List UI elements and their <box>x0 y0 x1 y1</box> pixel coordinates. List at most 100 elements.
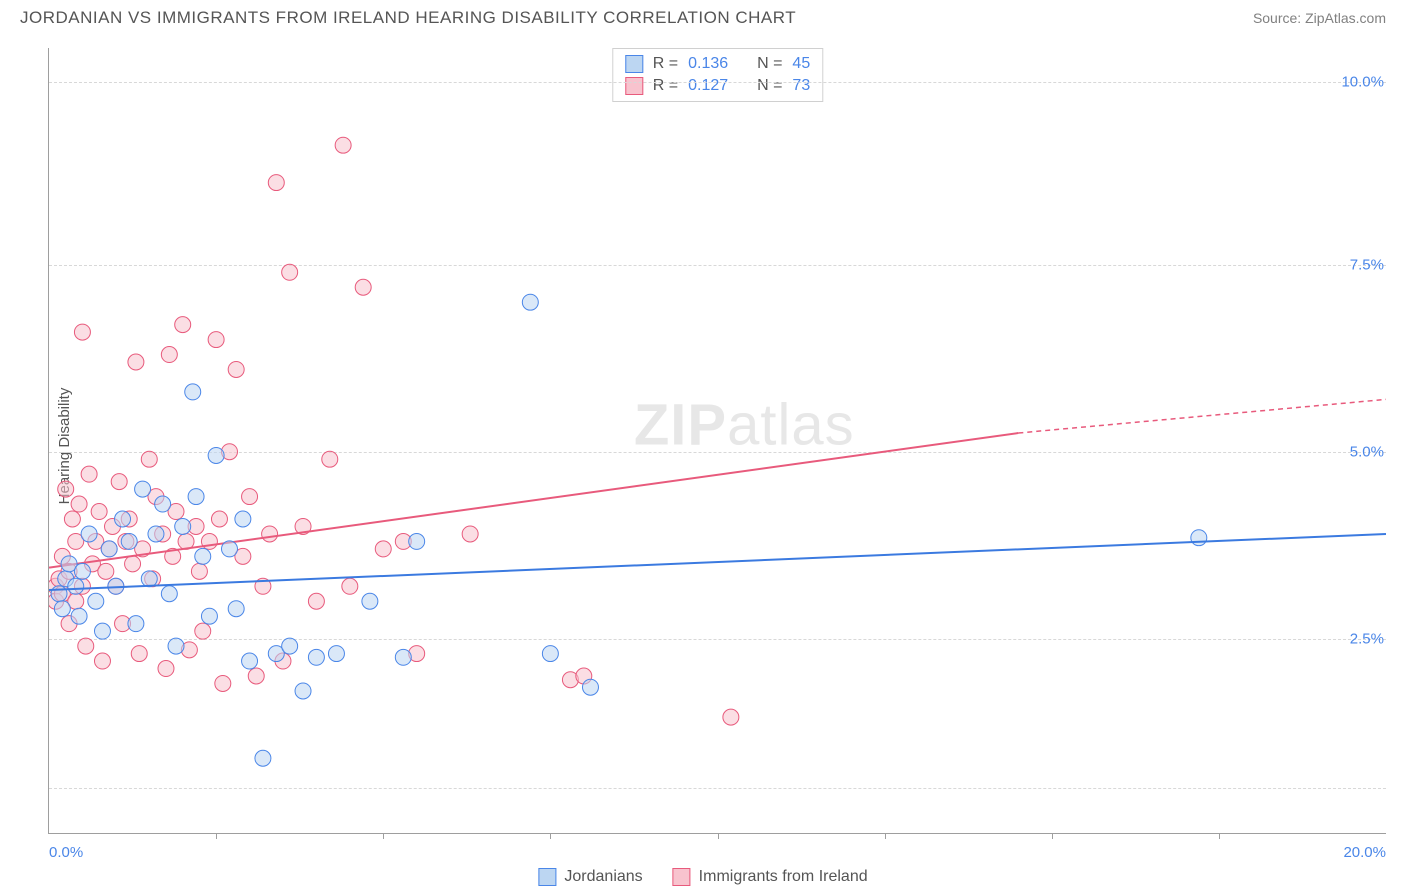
data-point <box>201 608 217 624</box>
data-point <box>131 646 147 662</box>
data-point <box>111 474 127 490</box>
data-point <box>155 496 171 512</box>
data-point <box>175 317 191 333</box>
data-point <box>335 137 351 153</box>
data-point <box>268 175 284 191</box>
data-point <box>328 646 344 662</box>
data-point <box>222 541 238 557</box>
x-tick-mark <box>216 833 217 839</box>
chart-area: ZIPatlas R = 0.136 N = 45 R = 0.127 N = … <box>48 48 1386 834</box>
data-point <box>128 616 144 632</box>
data-point <box>81 526 97 542</box>
data-point <box>91 504 107 520</box>
data-point <box>255 750 271 766</box>
x-tick-mark <box>1219 833 1220 839</box>
data-point <box>295 683 311 699</box>
data-point <box>308 649 324 665</box>
data-point <box>462 526 478 542</box>
data-point <box>68 578 84 594</box>
scatter-svg <box>49 48 1386 833</box>
data-point <box>64 511 80 527</box>
trend-line <box>49 534 1386 590</box>
legend-item-ireland: Immigrants from Ireland <box>673 868 868 886</box>
legend-label-ireland: Immigrants from Ireland <box>699 868 868 886</box>
data-point <box>54 601 70 617</box>
data-point <box>191 563 207 579</box>
data-point <box>235 511 251 527</box>
data-point <box>211 511 227 527</box>
plot-region: ZIPatlas R = 0.136 N = 45 R = 0.127 N = … <box>48 48 1386 834</box>
data-point <box>161 347 177 363</box>
chart-header: JORDANIAN VS IMMIGRANTS FROM IRELAND HEA… <box>0 0 1406 32</box>
data-point <box>71 608 87 624</box>
data-point <box>94 653 110 669</box>
data-point <box>141 451 157 467</box>
data-point <box>141 571 157 587</box>
data-point <box>158 661 174 677</box>
data-point <box>98 563 114 579</box>
data-point <box>242 653 258 669</box>
data-point <box>71 496 87 512</box>
legend-series: Jordanians Immigrants from Ireland <box>538 868 867 886</box>
data-point <box>248 668 264 684</box>
data-point <box>168 638 184 654</box>
x-tick-mark <box>383 833 384 839</box>
legend-item-jordanians: Jordanians <box>538 868 642 886</box>
data-point <box>94 623 110 639</box>
data-point <box>125 556 141 572</box>
data-point <box>409 533 425 549</box>
data-point <box>228 361 244 377</box>
data-point <box>375 541 391 557</box>
data-point <box>395 649 411 665</box>
data-point <box>74 324 90 340</box>
legend-swatch-ireland-icon <box>673 868 691 886</box>
data-point <box>342 578 358 594</box>
data-point <box>355 279 371 295</box>
data-point <box>322 451 338 467</box>
legend-swatch-jordanians-icon <box>538 868 556 886</box>
data-point <box>195 548 211 564</box>
data-point <box>185 384 201 400</box>
x-tick-mark <box>1052 833 1053 839</box>
data-point <box>282 264 298 280</box>
legend-label-jordanians: Jordanians <box>564 868 642 886</box>
data-point <box>51 586 67 602</box>
data-point <box>208 447 224 463</box>
data-point <box>58 481 74 497</box>
x-tick-label: 0.0% <box>49 844 83 861</box>
data-point <box>101 541 117 557</box>
data-point <box>115 511 131 527</box>
data-point <box>228 601 244 617</box>
data-point <box>723 709 739 725</box>
data-point <box>188 489 204 505</box>
data-point <box>262 526 278 542</box>
data-point <box>215 675 231 691</box>
data-point <box>242 489 258 505</box>
data-point <box>362 593 378 609</box>
x-tick-mark <box>550 833 551 839</box>
data-point <box>282 638 298 654</box>
data-point <box>582 679 598 695</box>
data-point <box>175 518 191 534</box>
data-point <box>78 638 94 654</box>
data-point <box>121 533 137 549</box>
data-point <box>542 646 558 662</box>
x-tick-mark <box>885 833 886 839</box>
data-point <box>148 526 164 542</box>
data-point <box>74 563 90 579</box>
data-point <box>1191 530 1207 546</box>
data-point <box>308 593 324 609</box>
data-point <box>128 354 144 370</box>
x-tick-label: 20.0% <box>1343 844 1386 861</box>
data-point <box>522 294 538 310</box>
chart-source: Source: ZipAtlas.com <box>1253 10 1386 26</box>
data-point <box>195 623 211 639</box>
data-point <box>208 332 224 348</box>
chart-title: JORDANIAN VS IMMIGRANTS FROM IRELAND HEA… <box>20 8 796 28</box>
data-point <box>135 481 151 497</box>
data-point <box>88 593 104 609</box>
trend-line-dashed <box>1018 399 1386 433</box>
data-point <box>161 586 177 602</box>
data-point <box>81 466 97 482</box>
x-tick-mark <box>718 833 719 839</box>
